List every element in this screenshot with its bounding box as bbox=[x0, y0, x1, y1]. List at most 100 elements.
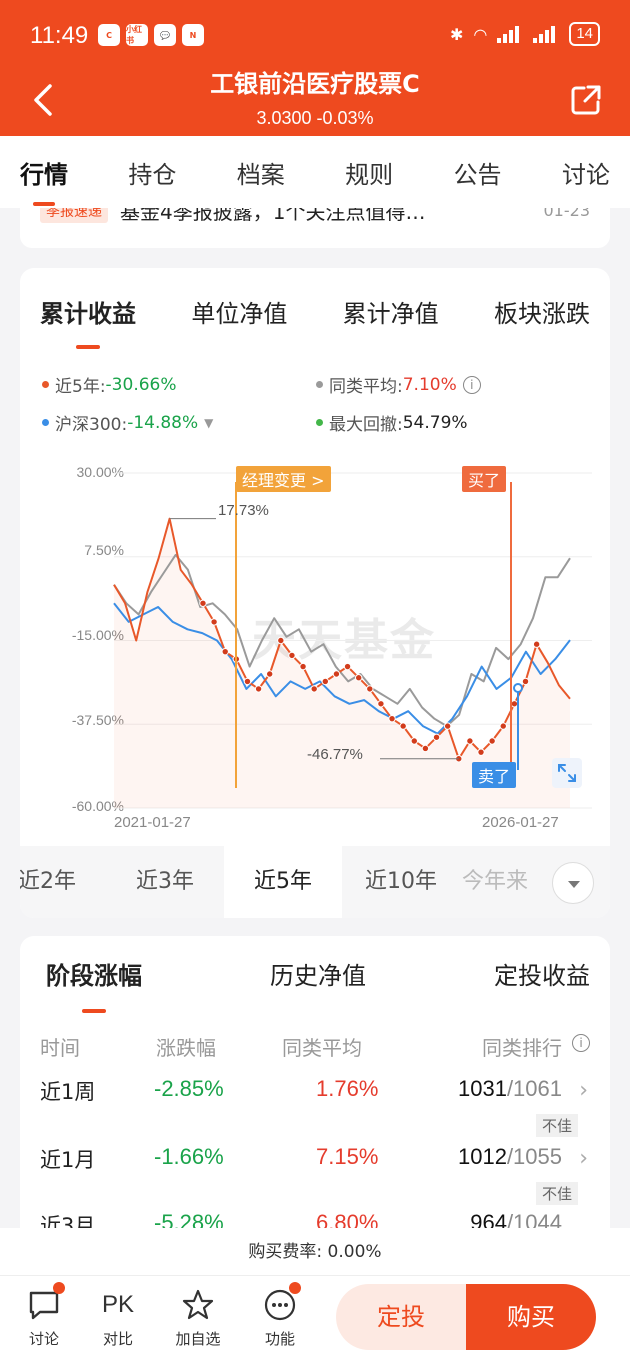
legend-average: 同类平均: 7.10% i bbox=[316, 372, 481, 397]
fund-point bbox=[343, 662, 352, 671]
info-icon[interactable]: i bbox=[572, 1034, 590, 1052]
news-tag: 季报速递 bbox=[40, 208, 108, 223]
y-tick-label: -37.50% bbox=[71, 712, 124, 728]
row-change: -1.66% bbox=[154, 1144, 224, 1169]
tab-profile[interactable]: 档案 bbox=[236, 160, 285, 189]
legend-dot bbox=[42, 381, 49, 388]
manager-change-flag[interactable]: 经理变更 > bbox=[236, 466, 331, 492]
y-tick-label: -60.00% bbox=[71, 798, 124, 814]
fund-point bbox=[521, 677, 530, 686]
signal-icon bbox=[497, 25, 523, 43]
range-tab-3y[interactable]: 近3年 bbox=[136, 869, 194, 894]
table-row[interactable]: 近1周 -2.85% 1.76% 1031/1061 › 不佳 bbox=[40, 1076, 590, 1146]
tab-unit-nav[interactable]: 单位净值 bbox=[191, 300, 288, 328]
tab-holdings[interactable]: 持仓 bbox=[128, 160, 177, 189]
legend-fund: 近5年: -30.66% bbox=[42, 372, 177, 397]
tab-stage-change[interactable]: 阶段涨幅 bbox=[46, 956, 142, 991]
stage-performance-card: 阶段涨幅 历史净值 定投收益 时间 涨跌幅 同类平均 同类排行 i 近1周 -2… bbox=[20, 936, 610, 1236]
status-app-icon: C bbox=[98, 24, 120, 46]
legend-dd-value: 54.79% bbox=[402, 412, 468, 433]
tab-rules[interactable]: 规则 bbox=[345, 160, 394, 189]
bottom-action-bar: 讨论 PK 对比 加自选 功能 定投 购买 bbox=[0, 1276, 630, 1360]
tab-sip-return[interactable]: 定投收益 bbox=[494, 962, 590, 990]
tab-history-nav[interactable]: 历史净值 bbox=[270, 962, 366, 990]
battery-icon: 14 bbox=[569, 22, 600, 46]
status-app-icon: 💬 bbox=[154, 24, 176, 46]
fund-point bbox=[410, 737, 418, 745]
tab-sector-change[interactable]: 板块涨跌 bbox=[493, 300, 590, 328]
fund-point bbox=[288, 651, 296, 660]
functions-button[interactable]: 功能 bbox=[250, 1282, 310, 1349]
legend-index[interactable]: 沪深300: -14.88% ▼ bbox=[42, 410, 213, 435]
share-icon[interactable] bbox=[570, 84, 602, 116]
chat-icon bbox=[29, 1291, 59, 1320]
tab-cumulative-return[interactable]: 累计收益 bbox=[40, 294, 136, 329]
fund-point bbox=[477, 748, 485, 756]
fund-point bbox=[254, 685, 263, 693]
chevron-right-icon: › bbox=[579, 1146, 588, 1171]
notification-dot bbox=[53, 1282, 65, 1294]
compare-label: 对比 bbox=[102, 1330, 133, 1348]
legend-avg-value: 7.10% bbox=[402, 374, 457, 395]
table-header: 时间 涨跌幅 同类平均 同类排行 i bbox=[40, 1032, 590, 1060]
col-period: 时间 bbox=[40, 1036, 80, 1060]
pk-icon: PK bbox=[101, 1291, 134, 1318]
range-tab-10y[interactable]: 近10年 bbox=[365, 869, 437, 894]
range-tab-2y[interactable]: 近2年 bbox=[20, 869, 76, 894]
legend-drawdown: 最大回撤: 54.79% bbox=[316, 410, 468, 435]
fund-point bbox=[321, 677, 330, 686]
fund-point bbox=[421, 744, 430, 753]
x-tick-label: 2021-01-27 bbox=[114, 814, 191, 831]
watchlist-button[interactable]: 加自选 bbox=[168, 1288, 228, 1349]
auto-invest-button[interactable]: 定投 bbox=[336, 1284, 466, 1350]
news-headline: 基金4季报披露，1个关注点值得… bbox=[120, 208, 426, 224]
stage-tabs: 阶段涨幅 历史净值 定投收益 bbox=[20, 956, 610, 991]
app-header: 11:49 C 小红书 💬 N ✱ ◠ 14 工银前沿医疗股票C 3.0300 … bbox=[0, 0, 630, 136]
tab-discussion[interactable]: 讨论 bbox=[561, 160, 610, 189]
compare-button[interactable]: PK 对比 bbox=[88, 1288, 148, 1349]
range-more-button[interactable] bbox=[552, 862, 594, 904]
legend-index-value: -14.88% bbox=[127, 412, 199, 433]
star-icon bbox=[182, 1289, 214, 1320]
tab-cumulative-nav[interactable]: 累计净值 bbox=[342, 300, 439, 328]
discuss-button[interactable]: 讨论 bbox=[14, 1282, 74, 1349]
fund-point bbox=[199, 599, 207, 607]
range-tab-ytd[interactable]: 今年来 bbox=[461, 869, 528, 894]
range-tab-5y[interactable]: 近5年 bbox=[224, 846, 342, 918]
expand-icon[interactable] bbox=[552, 758, 582, 788]
back-icon[interactable] bbox=[30, 82, 58, 118]
status-indicators: ✱ ◠ 14 bbox=[450, 22, 600, 46]
page-title: 工银前沿医疗股票C bbox=[210, 70, 420, 98]
sell-marker[interactable]: 卖了 bbox=[472, 762, 517, 788]
table-row[interactable]: 近1月 -1.66% 7.15% 1012/1055 › 不佳 bbox=[40, 1144, 590, 1214]
fund-point bbox=[299, 662, 307, 671]
performance-chart[interactable] bbox=[20, 458, 610, 818]
fund-point bbox=[377, 700, 385, 708]
legend-dot bbox=[42, 419, 49, 426]
series-line-1 bbox=[113, 553, 571, 728]
tab-announcements[interactable]: 公告 bbox=[453, 160, 502, 189]
main-tabs: 行情 持仓 档案 规则 公告 讨论 bbox=[0, 136, 630, 208]
notification-dot bbox=[289, 1282, 301, 1294]
row-rank: 1012/1055 bbox=[457, 1144, 562, 1169]
legend-dot bbox=[316, 419, 323, 426]
info-icon[interactable]: i bbox=[462, 375, 481, 394]
legend-avg-label: 同类平均: bbox=[329, 377, 403, 397]
range-tabs: 近2年 近3年 近5年 近10年 今年来 bbox=[20, 846, 610, 918]
buy-marker[interactable]: 买了 bbox=[462, 466, 507, 492]
row-average: 1.76% bbox=[316, 1076, 379, 1101]
fund-point bbox=[488, 737, 496, 745]
performance-chart-card: 累计收益 单位净值 累计净值 板块涨跌 近5年: -30.66% 同类平均: 7.1… bbox=[20, 268, 610, 918]
legend-dd-label: 最大回撤: bbox=[329, 415, 403, 435]
buy-button[interactable]: 购买 bbox=[466, 1284, 596, 1350]
tab-market[interactable]: 行情 bbox=[20, 155, 68, 190]
legend-index-label: 沪深300: bbox=[55, 415, 128, 435]
min-return-label: -46.77% bbox=[307, 746, 363, 763]
row-average: 7.15% bbox=[316, 1144, 379, 1169]
fund-point bbox=[499, 722, 507, 730]
fund-point bbox=[243, 677, 252, 686]
status-app-icon: 小红书 bbox=[126, 24, 148, 46]
news-card[interactable]: 季报速递 基金4季报披露，1个关注点值得… 01-23 bbox=[20, 208, 610, 248]
y-tick-label: 7.50% bbox=[84, 542, 124, 558]
fund-point bbox=[266, 670, 274, 678]
